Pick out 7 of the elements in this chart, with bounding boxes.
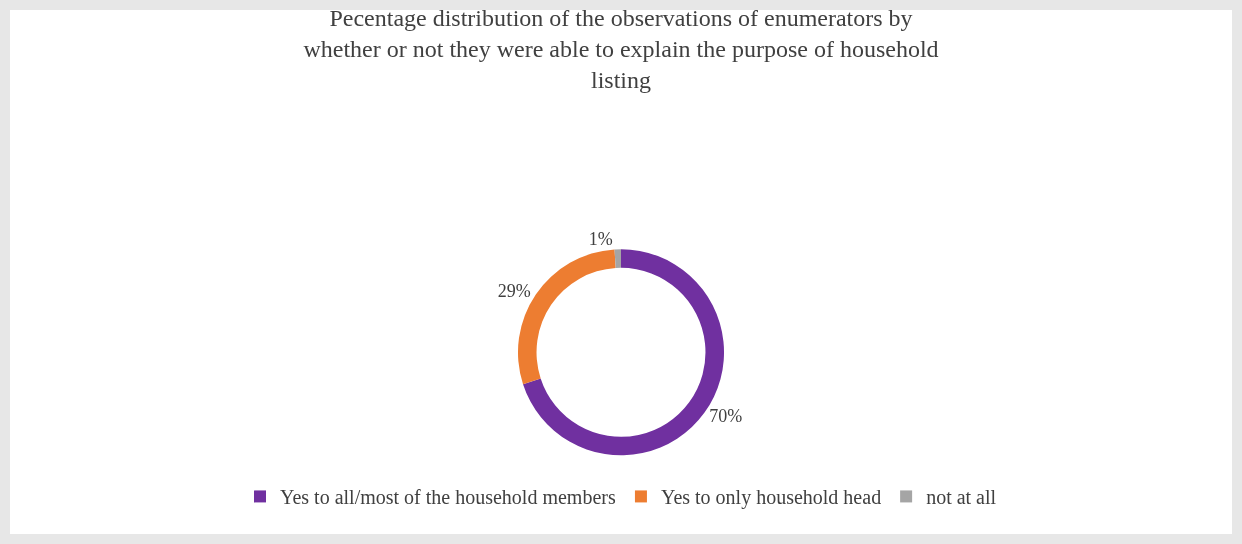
data-label: 70%	[709, 406, 743, 427]
data-label: 29%	[497, 281, 531, 302]
legend-label: Yes to only household head	[660, 486, 882, 510]
legend-label: not at all	[926, 486, 997, 509]
donut-slice	[614, 249, 621, 268]
data-label: 1%	[588, 229, 613, 250]
legend-label: Yes to all/most of the household members	[280, 486, 616, 509]
